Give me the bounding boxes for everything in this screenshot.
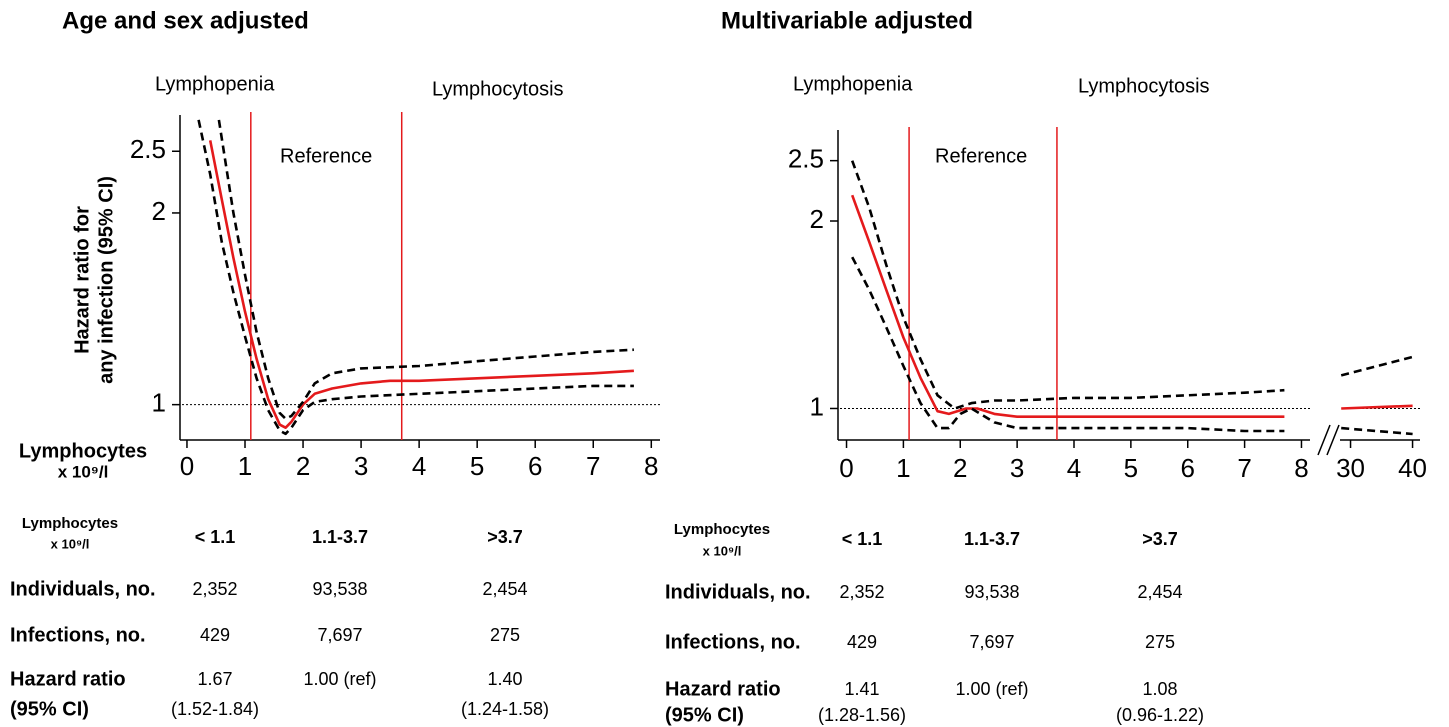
annotation: Reference	[280, 145, 372, 167]
table-cell: 1.67	[197, 669, 232, 689]
annotation: Reference	[935, 145, 1027, 167]
y-tick-label: 1	[810, 391, 824, 421]
axis-break	[1326, 424, 1340, 456]
chart-title: Age and sex adjusted	[62, 7, 309, 34]
table-cell: (0.96-1.22)	[1116, 705, 1204, 725]
table-header: x 10⁹/l	[51, 536, 90, 551]
x-tick-label: 1	[896, 453, 910, 483]
x-tick-label: 4	[1067, 453, 1081, 483]
hr-line	[850, 194, 1285, 419]
table-header: Lymphocytes	[674, 521, 770, 538]
table-cell: 1.40	[487, 669, 522, 689]
table-cell: 93,538	[312, 579, 367, 599]
x-tick-label: 6	[1181, 453, 1195, 483]
y-axis-label: Hazard ratio for any infection (95% CI)	[71, 176, 117, 384]
table-header: < 1.1	[195, 527, 236, 547]
x-tick-label: 5	[470, 451, 484, 481]
x-tick-label: 8	[1294, 453, 1308, 483]
x-tick-label: 2	[296, 451, 310, 481]
ci-line	[851, 256, 1285, 433]
table-cell: 2,454	[482, 579, 527, 599]
table-cell: (1.28-1.56)	[818, 705, 906, 725]
annotation: Lymphopenia	[793, 73, 913, 95]
table-cell: 2,454	[1137, 582, 1182, 602]
x-tick-label: 0	[839, 453, 853, 483]
y-tick-label: 2	[152, 196, 166, 226]
x-tick-label: 30	[1336, 453, 1365, 483]
x-axis-label: Lymphocytes	[19, 440, 147, 462]
y-tick-label: 2	[810, 204, 824, 234]
x-axis-label: x 10⁹/l	[58, 462, 109, 481]
table-header: Lymphocytes	[22, 515, 118, 532]
x-tick-label: 0	[180, 451, 194, 481]
ci-line	[850, 160, 1285, 410]
y-tick-label: 2.5	[788, 144, 824, 174]
row-label: Individuals, no.	[665, 581, 811, 603]
x-tick-label: 6	[528, 451, 542, 481]
table-cell: 93,538	[964, 582, 1019, 602]
table-cell: 275	[1145, 632, 1175, 652]
ci-line	[1340, 355, 1413, 377]
row-label: Hazard ratio	[665, 678, 781, 700]
x-tick-label: 7	[1237, 453, 1251, 483]
ci-line	[197, 119, 634, 436]
x-tick-label: 3	[354, 451, 368, 481]
x-tick-label: 3	[1010, 453, 1024, 483]
hr-line	[208, 140, 634, 430]
annotation: Lymphocytosis	[432, 78, 564, 100]
x-tick-label: 4	[412, 451, 426, 481]
ci-line	[1341, 426, 1413, 436]
x-tick-label: 8	[644, 451, 658, 481]
x-tick-label: 2	[953, 453, 967, 483]
table-header: x 10⁹/l	[703, 543, 742, 558]
y-tick-label: 2.5	[130, 134, 166, 164]
x-tick-label: 40	[1398, 453, 1427, 483]
table-cell: 1.00 (ref)	[303, 669, 376, 689]
table-cell: 1.41	[844, 679, 879, 699]
table-cell: 2,352	[192, 579, 237, 599]
table-header: 1.1-3.7	[312, 527, 368, 547]
table-header: 1.1-3.7	[964, 529, 1020, 549]
annotation: Lymphocytosis	[1078, 75, 1210, 97]
table-header: >3.7	[1142, 529, 1178, 549]
table-cell: 7,697	[317, 625, 362, 645]
row-label: Hazard ratio	[10, 668, 126, 690]
ci-line	[217, 119, 634, 421]
table-cell: 1.00 (ref)	[955, 679, 1028, 699]
table-cell: 429	[847, 632, 877, 652]
row-label: Infections, no.	[665, 631, 801, 653]
y-label-line: Hazard ratio for	[71, 206, 93, 354]
y-label-line: any infection (95% CI)	[95, 176, 117, 384]
axis-break	[1317, 424, 1331, 456]
table-cell: (1.24-1.58)	[461, 699, 549, 719]
x-tick-label: 7	[586, 451, 600, 481]
y-tick-label: 1	[152, 388, 166, 418]
chart-title: Multivariable adjusted	[721, 7, 973, 34]
hr-line	[1341, 404, 1413, 410]
row-label: Infections, no.	[10, 624, 146, 646]
table-cell: 7,697	[969, 632, 1014, 652]
annotation: Lymphopenia	[155, 73, 275, 95]
table-header: < 1.1	[842, 529, 883, 549]
row-label: Individuals, no.	[10, 578, 156, 600]
row-label: (95% CI)	[665, 704, 744, 726]
table-header: >3.7	[487, 527, 523, 547]
x-tick-label: 5	[1124, 453, 1138, 483]
table-cell: 275	[490, 625, 520, 645]
row-label: (95% CI)	[10, 698, 89, 720]
table-cell: (1.52-1.84)	[171, 699, 259, 719]
table-cell: 429	[200, 625, 230, 645]
x-tick-label: 1	[238, 451, 252, 481]
table-cell: 1.08	[1142, 679, 1177, 699]
table-cell: 2,352	[839, 582, 884, 602]
